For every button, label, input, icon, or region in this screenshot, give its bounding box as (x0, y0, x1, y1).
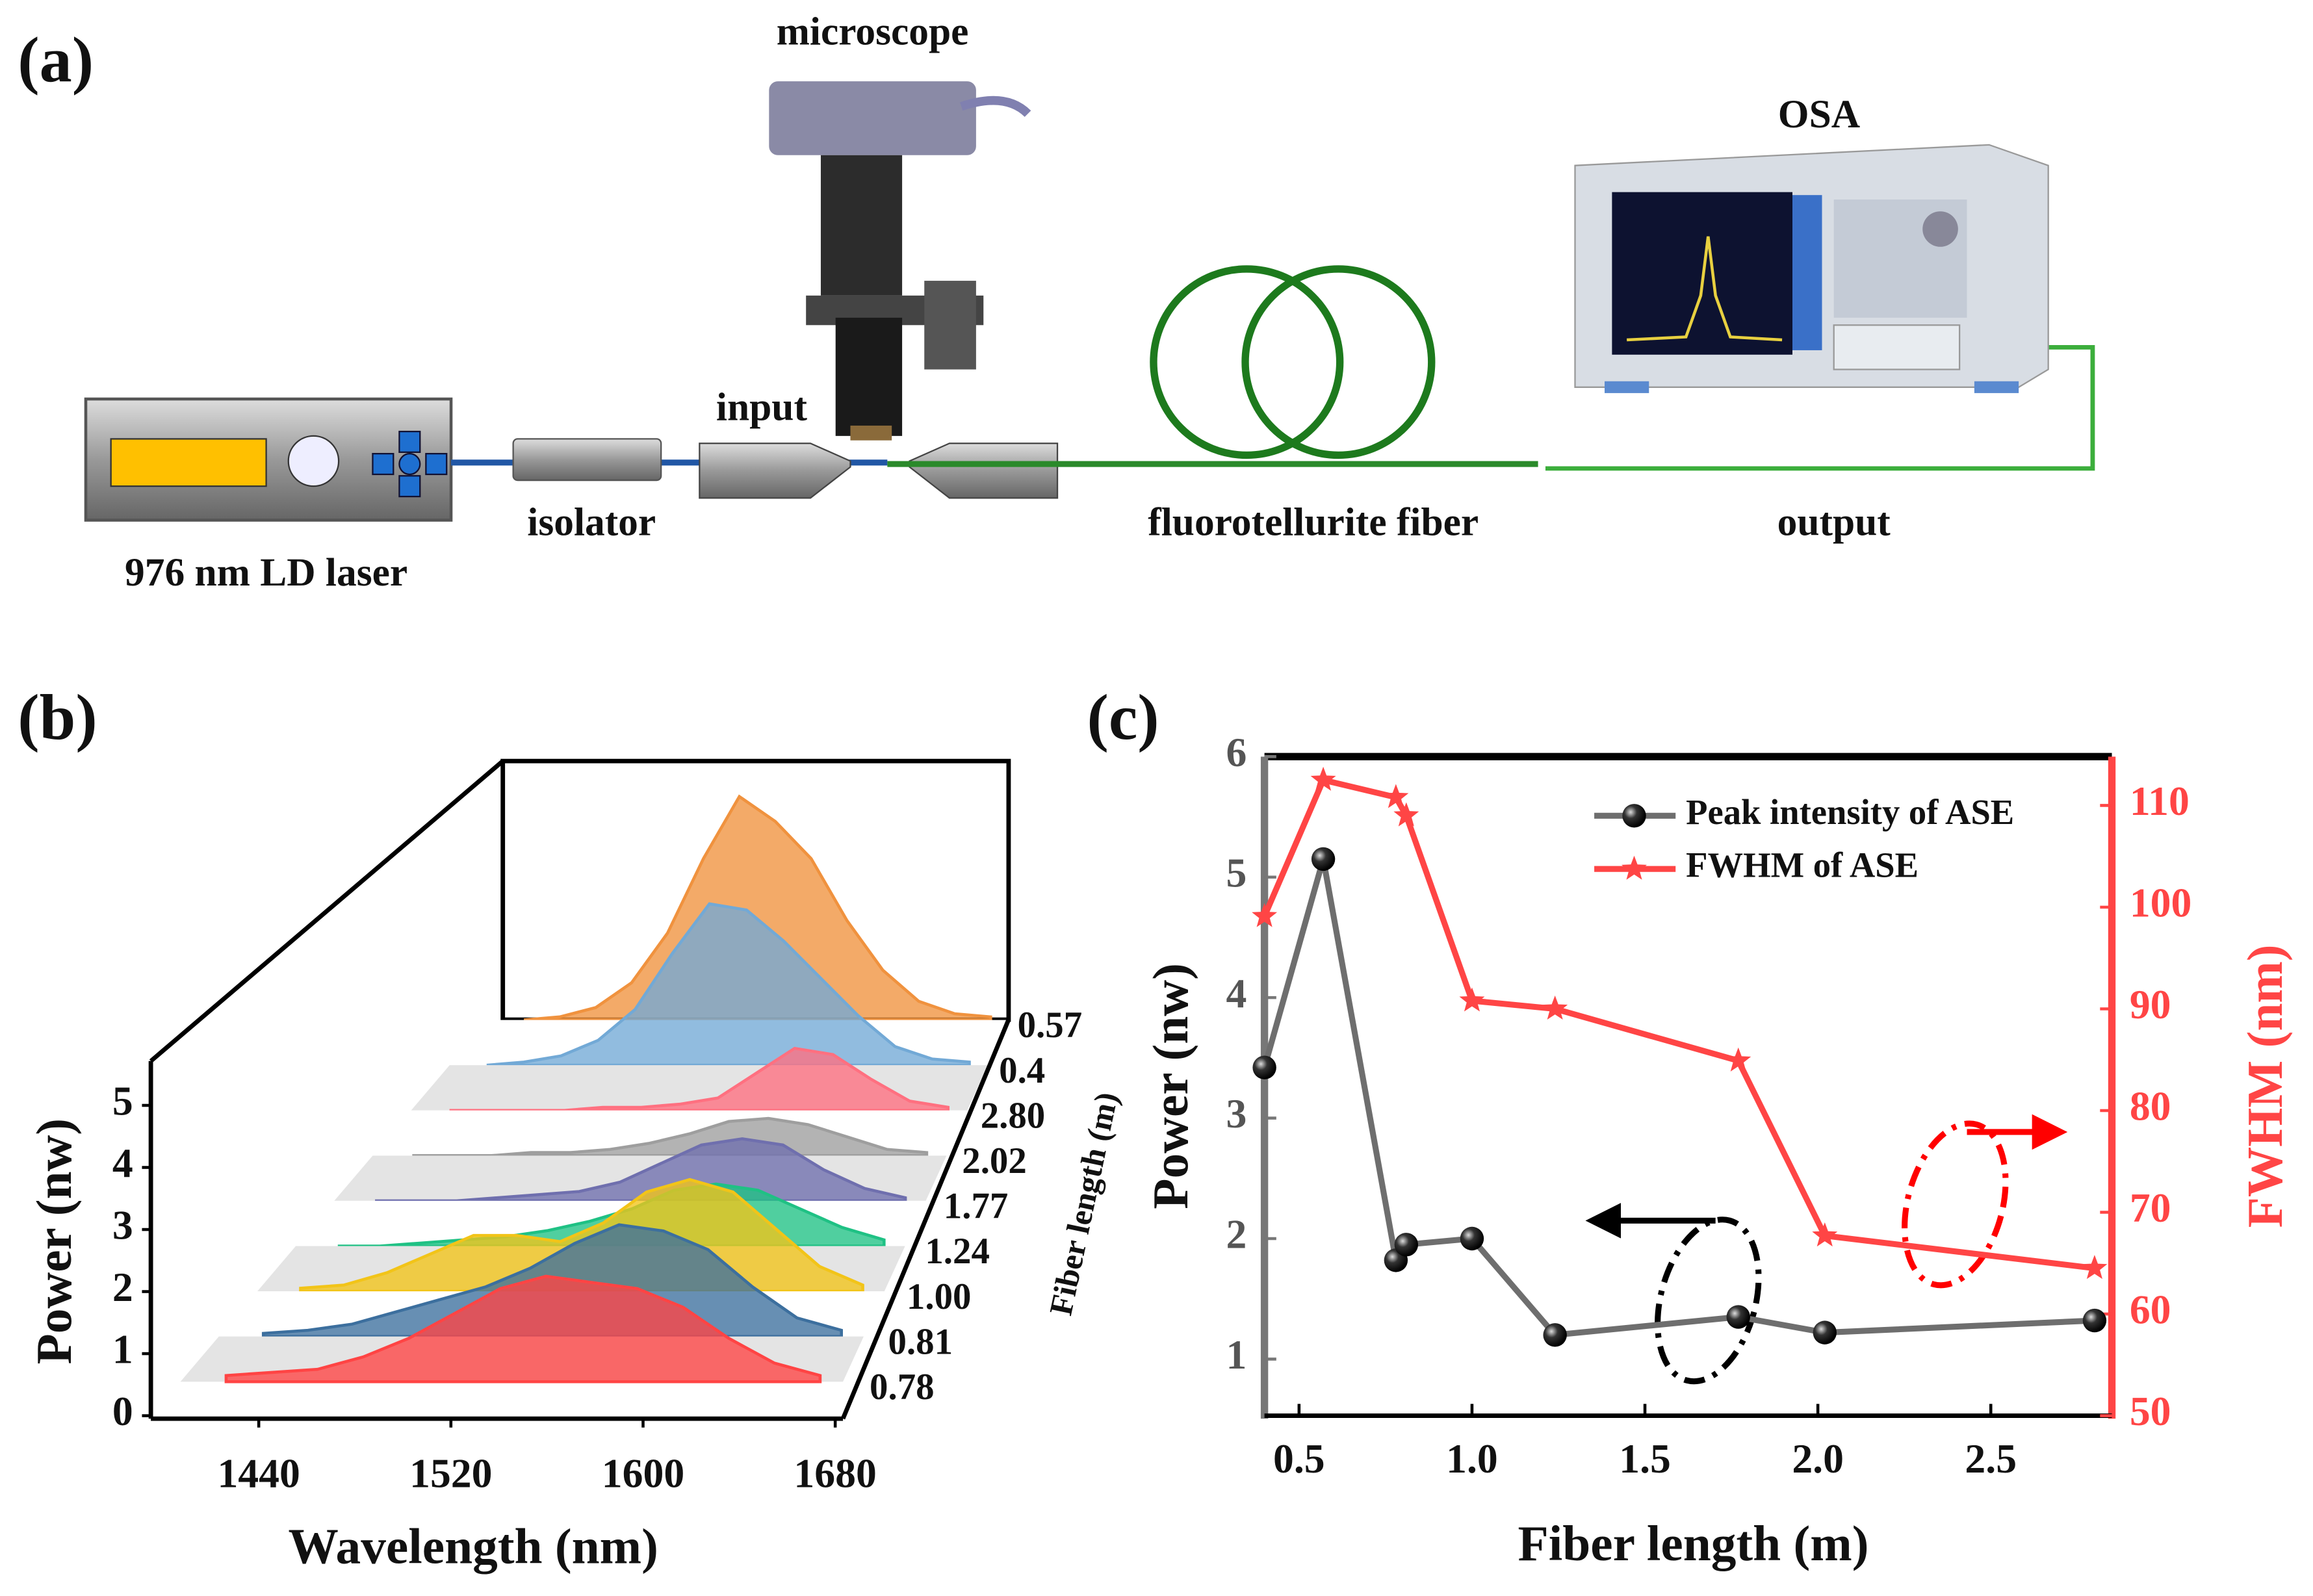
point-marker (1311, 847, 1336, 871)
y2-tick-label: 90 (2130, 981, 2171, 1027)
legend-label: FWHM of ASE (1686, 845, 1919, 885)
series-line (1261, 777, 2095, 1272)
y-axis-label: Power (nw) (26, 1118, 82, 1365)
spectrum (375, 1137, 907, 1203)
spectrum (412, 1116, 929, 1157)
label: OSA (1778, 92, 1860, 136)
input-coupler (699, 443, 851, 499)
point-marker (2082, 1308, 2107, 1333)
x-tick-label: 2.5 (1965, 1435, 2017, 1482)
label: 976 nm LD laser (125, 550, 407, 595)
y2-tick-label: 110 (2130, 778, 2190, 824)
x-tick-label: 0.5 (1273, 1435, 1325, 1482)
y-tick-label: 2 (112, 1264, 133, 1310)
y2-tick-label: 100 (2130, 880, 2192, 926)
frame-edge (840, 1018, 1011, 1420)
legend-marker (1622, 804, 1646, 828)
label: isolator (527, 500, 656, 545)
spectrum (486, 902, 971, 1067)
label: microscope (777, 10, 969, 54)
point-marker (1543, 1323, 1567, 1347)
star-marker (1252, 903, 1278, 927)
point-marker (1252, 1055, 1276, 1079)
legend-label: Peak intensity of ASE (1686, 792, 2014, 832)
star-marker (1310, 766, 1336, 791)
depth-label: 0.78 (870, 1367, 935, 1408)
y-tick-label: 5 (1226, 849, 1247, 895)
y-tick-label: 3 (112, 1202, 133, 1248)
y2-tick-label: 50 (2130, 1388, 2171, 1434)
y-tick-label: 5 (112, 1078, 133, 1124)
x-tick-label: 1600 (602, 1450, 684, 1497)
point-marker (1394, 1233, 1419, 1257)
legend-marker (1622, 855, 1647, 880)
x-axis-label: Fiber length (m) (1518, 1515, 1869, 1571)
annotation-ellipse (1902, 1120, 2009, 1289)
depth-label: 2.02 (962, 1140, 1027, 1181)
y-tick-label: 2 (1226, 1211, 1247, 1257)
star-marker (1542, 996, 1568, 1020)
star-marker (1812, 1222, 1838, 1247)
y2-tick-label: 80 (2130, 1083, 2171, 1129)
depth-label: 1.24 (925, 1231, 990, 1272)
spectrum (224, 1274, 822, 1384)
setup-diagram: (a) microscope OSA input isolator 976 nm… (18, 10, 2095, 595)
point-marker (1460, 1226, 1484, 1251)
y2-tick-label: 60 (2130, 1287, 2171, 1333)
point-marker (1813, 1320, 1837, 1345)
label: fluorotellurite fiber (1148, 500, 1479, 545)
laser-buttons (372, 430, 448, 498)
y2-axis-label: FWHM (nm) (2237, 945, 2293, 1228)
y-tick-label: 1 (1226, 1332, 1247, 1378)
y-axis-label: Power (nw) (1143, 963, 1198, 1209)
x-tick-label: 1440 (217, 1450, 300, 1497)
waterfall-chart: (b) Wavelength (nm) Power (nw) Fiber len… (18, 681, 1125, 1574)
annotation-ellipse (1655, 1216, 1762, 1385)
star-marker (1393, 802, 1419, 827)
x-tick-label: 1520 (409, 1450, 492, 1497)
microscope-image (769, 81, 1031, 441)
depth-label: 1.77 (944, 1186, 1009, 1227)
y-tick-label: 0 (112, 1388, 133, 1434)
laser-display (110, 438, 267, 487)
spectrum (523, 794, 992, 1022)
label: input (716, 385, 808, 429)
x-tick-label: 1.0 (1446, 1435, 1498, 1482)
panel-label: (a) (18, 23, 94, 96)
output-coupler (909, 443, 1059, 499)
depth-label: 2.80 (981, 1095, 1046, 1136)
star-marker (1383, 784, 1409, 808)
panel-label: (b) (18, 681, 97, 753)
x-axis-label: Wavelength (nm) (288, 1519, 658, 1575)
depth-label: 0.81 (888, 1321, 953, 1362)
panel-label: (c) (1087, 681, 1159, 753)
x-tick-label: 2.0 (1792, 1435, 1844, 1482)
depth-label: 0.4 (999, 1050, 1045, 1091)
x-tick-label: 1.5 (1619, 1435, 1671, 1482)
depth-axis-label: Fiber length (m) (1042, 1089, 1124, 1319)
fiber-coil (1150, 265, 1344, 459)
label: output (1777, 500, 1891, 545)
x-tick-label: 1680 (794, 1450, 876, 1497)
fiber-coil (1241, 265, 1436, 459)
star-marker (1725, 1047, 1751, 1072)
star-marker (1459, 987, 1485, 1012)
y-tick-label: 4 (112, 1140, 133, 1186)
osa-image (1574, 144, 2049, 393)
y2-tick-label: 70 (2130, 1185, 2171, 1231)
y-tick-label: 6 (1226, 729, 1247, 775)
y-tick-label: 3 (1226, 1090, 1247, 1137)
line-chart: (c) Fiber length (m) Power (nw) FWHM (nm… (1087, 681, 2293, 1571)
star-marker (2082, 1255, 2108, 1280)
laser-knob (287, 435, 340, 487)
depth-label: 1.00 (907, 1276, 972, 1317)
depth-label: 0.57 (1018, 1005, 1083, 1046)
frame-edge (149, 759, 504, 1063)
y-tick-label: 1 (112, 1326, 133, 1372)
y-tick-label: 4 (1226, 970, 1247, 1016)
point-marker (1726, 1305, 1750, 1329)
isolator (512, 438, 662, 482)
